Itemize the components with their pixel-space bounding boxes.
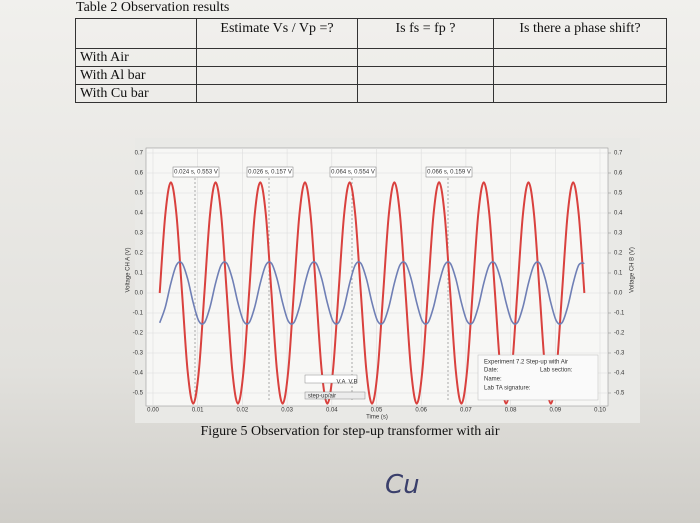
y-tick-label: -0.3: [133, 351, 144, 357]
x-tick-label: 0.03: [281, 408, 293, 414]
observation-table: Estimate Vs / Vp =? Is fs = fp ? Is ther…: [75, 18, 667, 103]
x-tick-label: 0.05: [371, 408, 383, 414]
y2-tick-label: -0.3: [614, 351, 625, 357]
y2-tick-label: -0.4: [614, 371, 625, 377]
y2-tick-label: 0.3: [614, 231, 623, 237]
y-tick-label: -0.4: [133, 371, 144, 377]
y2-tick-label: -0.2: [614, 331, 625, 337]
header-row: Estimate Vs / Vp =? Is fs = fp ? Is ther…: [75, 18, 667, 49]
y2-tick-label: 0.0: [614, 291, 623, 297]
y2-tick-label: 0.5: [614, 191, 623, 197]
control: V.B: [348, 380, 357, 386]
y-tick-label: 0.5: [135, 191, 144, 197]
control: V.A: [336, 380, 345, 386]
y2-tick-label: 0.2: [614, 251, 623, 257]
control-box: [304, 391, 366, 400]
annotation-box: [425, 166, 473, 178]
row: With Cu bar: [75, 84, 667, 103]
y-tick-label: 0.1: [135, 271, 144, 277]
annotation: 0.026 s, 0.157 V: [248, 170, 292, 176]
x-tick-label: 0.06: [415, 408, 427, 414]
info-box: [477, 354, 599, 401]
y-tick-label: -0.2: [133, 331, 144, 337]
y2-tick-label: 0.6: [614, 171, 623, 177]
figure-caption: Figure 5 Observation for step-up transfo…: [200, 424, 500, 439]
annotation-box: [172, 166, 220, 178]
series-line: [158, 181, 586, 405]
info-text: Date:: [484, 368, 499, 374]
y-tick-label: 0.7: [135, 151, 144, 157]
row-label: With Cu bar: [75, 84, 197, 103]
header-cell: Estimate Vs / Vp =?: [196, 18, 358, 49]
header-cell: [75, 18, 197, 49]
x-tick-label: 0.02: [237, 408, 249, 414]
y2-tick-label: 0.4: [614, 211, 623, 217]
x-tick-label: 0.01: [192, 408, 204, 414]
y-tick-label: 0.6: [135, 171, 144, 177]
y2-tick-label: 0.7: [614, 151, 623, 157]
y2-tick-label: 0.1: [614, 271, 623, 277]
y-tick-label: 0.0: [135, 291, 144, 297]
row: With Al bar: [75, 66, 667, 85]
y-tick-label: 0.2: [135, 251, 144, 257]
annotation-box: [246, 166, 294, 178]
info-text: Experiment 7.2 Step-up with Air: [484, 360, 568, 366]
row-label: With Al bar: [75, 66, 197, 85]
y-tick-label: 0.3: [135, 231, 144, 237]
info-text: Lab TA signature:: [484, 386, 531, 392]
x-tick-label: 0.10: [594, 408, 606, 414]
x-tick-label: 0.04: [326, 408, 338, 414]
y2-tick-label: -0.5: [614, 391, 625, 397]
annotation: 0.066 s, 0.159 V: [427, 170, 471, 176]
annotation: 0.024 s, 0.553 V: [174, 170, 218, 176]
series-line: [158, 261, 585, 325]
x-tick-label: 0.09: [549, 408, 561, 414]
annotation-box: [329, 166, 377, 178]
y-tick-label: -0.5: [133, 391, 144, 397]
x-tick-label: 0.08: [505, 408, 517, 414]
info-text: Name:: [484, 377, 502, 383]
y-tick-label: 0.4: [135, 211, 144, 217]
x-tick-label: 0.07: [460, 408, 472, 414]
control[interactable]: step-up/air: [308, 394, 336, 400]
y2-tick-label: -0.1: [614, 311, 625, 317]
table-title: Table 2 Observation results: [76, 0, 230, 15]
annotation: 0.064 s, 0.554 V: [331, 170, 375, 176]
y2-axis-label: Voltage CH B (V): [630, 247, 636, 293]
row: With Air: [75, 48, 667, 67]
x-axis-label: Time (s): [366, 415, 388, 421]
header-cell: Is there a phase shift?: [493, 18, 667, 49]
handwriting: Cu: [385, 470, 420, 500]
x-tick-label: 0.00: [147, 408, 159, 414]
control-box: [304, 374, 358, 384]
y-tick-label: -0.1: [133, 311, 144, 317]
info-text: Lab section:: [540, 368, 573, 374]
y-axis-label: Voltage CH A (V): [126, 247, 132, 292]
